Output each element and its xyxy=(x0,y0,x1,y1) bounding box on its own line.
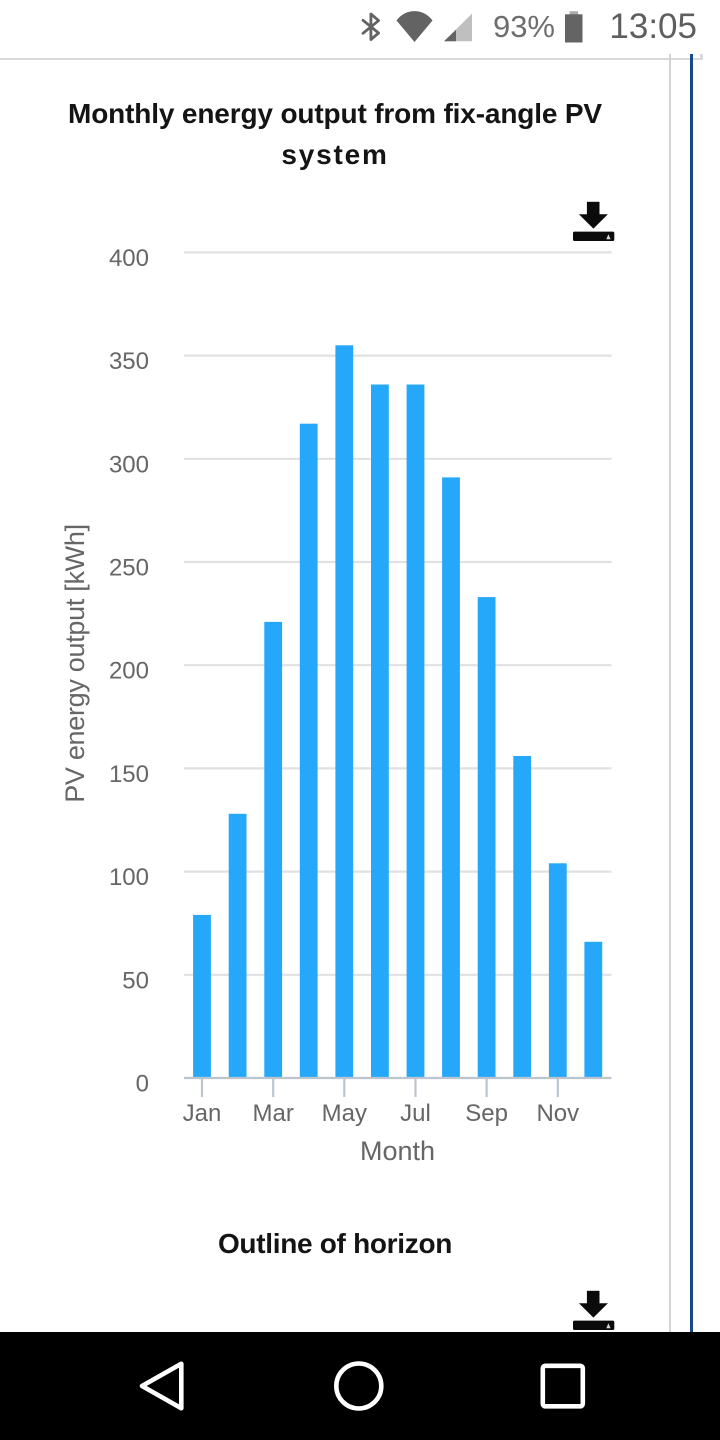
svg-text:300: 300 xyxy=(109,451,149,478)
svg-text:PV energy output [kWh]: PV energy output [kWh] xyxy=(60,524,90,803)
svg-text:Month: Month xyxy=(360,1136,435,1166)
svg-text:50: 50 xyxy=(122,967,149,994)
svg-text:0: 0 xyxy=(136,1071,149,1098)
svg-text:Sep: Sep xyxy=(465,1100,508,1127)
svg-text:Jul: Jul xyxy=(400,1100,431,1127)
svg-text:400: 400 xyxy=(109,245,149,272)
svg-text:200: 200 xyxy=(109,658,149,685)
svg-text:13:05: 13:05 xyxy=(609,7,697,46)
svg-text:Nov: Nov xyxy=(536,1100,579,1127)
svg-text:Jan: Jan xyxy=(183,1100,222,1127)
svg-text:Mar: Mar xyxy=(253,1100,294,1127)
svg-text:250: 250 xyxy=(109,555,149,582)
svg-text:100: 100 xyxy=(109,864,149,891)
svg-text:May: May xyxy=(322,1100,367,1127)
svg-text:93%: 93% xyxy=(493,9,555,44)
svg-text:150: 150 xyxy=(109,761,149,788)
svg-text:350: 350 xyxy=(109,348,149,375)
